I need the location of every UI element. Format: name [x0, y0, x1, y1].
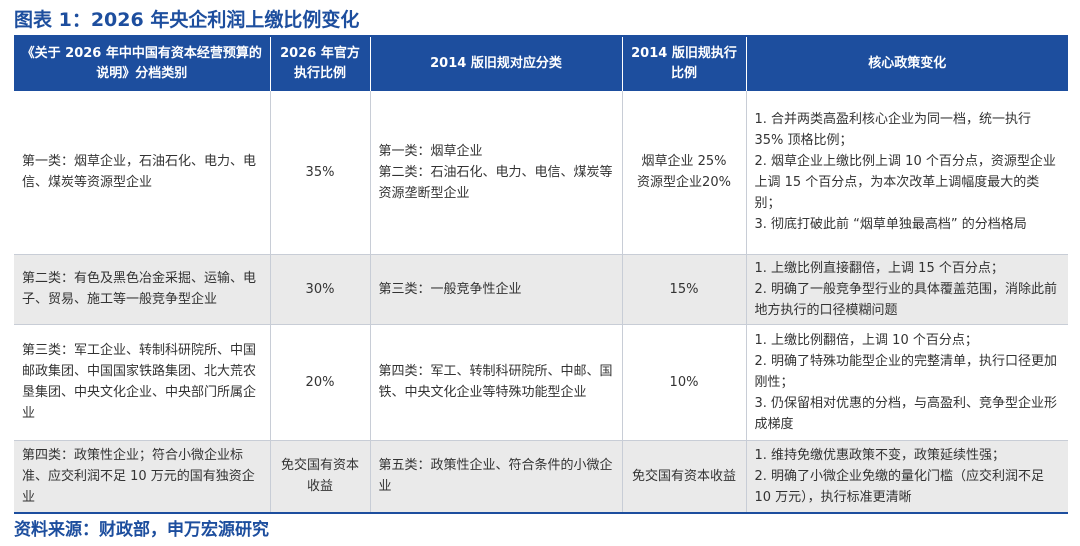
header-category: 《关于 2026 年中中国有资本经营预算的说明》分档类别	[14, 37, 271, 91]
rate-2026-cell: 20%	[270, 324, 371, 441]
category-cell: 第三类：军工企业、转制科研院所、中国邮政集团、中国国家铁路集团、北大荒农垦集团、…	[14, 324, 271, 441]
changes-cell: 1. 上缴比例直接翻倍，上调 15 个百分点； 2. 明确了一般竞争型行业的具体覆…	[746, 254, 1068, 325]
old-category-cell: 第五类：政策性企业、符合条件的小微企业	[370, 440, 623, 513]
old-rate-cell: 烟草企业 25% 资源型企业20%	[622, 91, 747, 255]
rate-2026-cell: 免交国有资本收益	[270, 440, 371, 513]
table-row: 第四类：政策性企业；符合小微企业标准、应交利润不足 10 万元的国有独资企业 免…	[14, 440, 1068, 513]
changes-cell: 1. 维持免缴优惠政策不变，政策延续性强； 2. 明确了小微企业免缴的量化门槛（应…	[746, 440, 1068, 513]
header-old-rate: 2014 版旧规执行比例	[622, 37, 747, 91]
table-row: 第二类：有色及黑色冶金采掘、运输、电子、贸易、施工等一般竞争型企业 30% 第三…	[14, 254, 1068, 325]
table-row: 第一类：烟草企业，石油石化、电力、电信、煤炭等资源型企业 35% 第一类：烟草企…	[14, 91, 1068, 255]
old-rate-cell: 15%	[622, 254, 747, 325]
header-old-category: 2014 版旧规对应分类	[370, 37, 623, 91]
old-rate-cell: 10%	[622, 324, 747, 441]
title-rule	[14, 35, 1068, 37]
source-note: 资料来源：财政部，申万宏源研究	[14, 520, 269, 540]
header-rate-2026: 2026 年官方执行比例	[270, 37, 371, 91]
rate-2026-cell: 35%	[270, 91, 371, 255]
source-rule	[14, 512, 1068, 514]
category-cell: 第四类：政策性企业；符合小微企业标准、应交利润不足 10 万元的国有独资企业	[14, 440, 271, 513]
figure-title: 图表 1：2026 年央企利润上缴比例变化	[14, 9, 360, 31]
category-cell: 第二类：有色及黑色冶金采掘、运输、电子、贸易、施工等一般竞争型企业	[14, 254, 271, 325]
changes-cell: 1. 上缴比例翻倍，上调 10 个百分点； 2. 明确了特殊功能型企业的完整清单，…	[746, 324, 1068, 441]
header-changes: 核心政策变化	[746, 37, 1068, 91]
old-category-cell: 第三类：一般竞争性企业	[370, 254, 623, 325]
header-row: 《关于 2026 年中中国有资本经营预算的说明》分档类别 2026 年官方执行比…	[14, 37, 1068, 91]
changes-cell: 1. 合并两类高盈利核心企业为同一档，统一执行 35% 顶格比例； 2. 烟草企业…	[746, 91, 1068, 255]
rate-2026-cell: 30%	[270, 254, 371, 325]
old-category-cell: 第一类：烟草企业 第二类：石油石化、电力、电信、煤炭等资源垄断型企业	[370, 91, 623, 255]
table-row: 第三类：军工企业、转制科研院所、中国邮政集团、中国国家铁路集团、北大荒农垦集团、…	[14, 324, 1068, 441]
old-category-cell: 第四类：军工、转制科研院所、中邮、国铁、中央文化企业等特殊功能型企业	[370, 324, 623, 441]
old-rate-cell: 免交国有资本收益	[622, 440, 747, 513]
category-cell: 第一类：烟草企业，石油石化、电力、电信、煤炭等资源型企业	[14, 91, 271, 255]
policy-table: 《关于 2026 年中中国有资本经营预算的说明》分档类别 2026 年官方执行比…	[14, 37, 1068, 513]
